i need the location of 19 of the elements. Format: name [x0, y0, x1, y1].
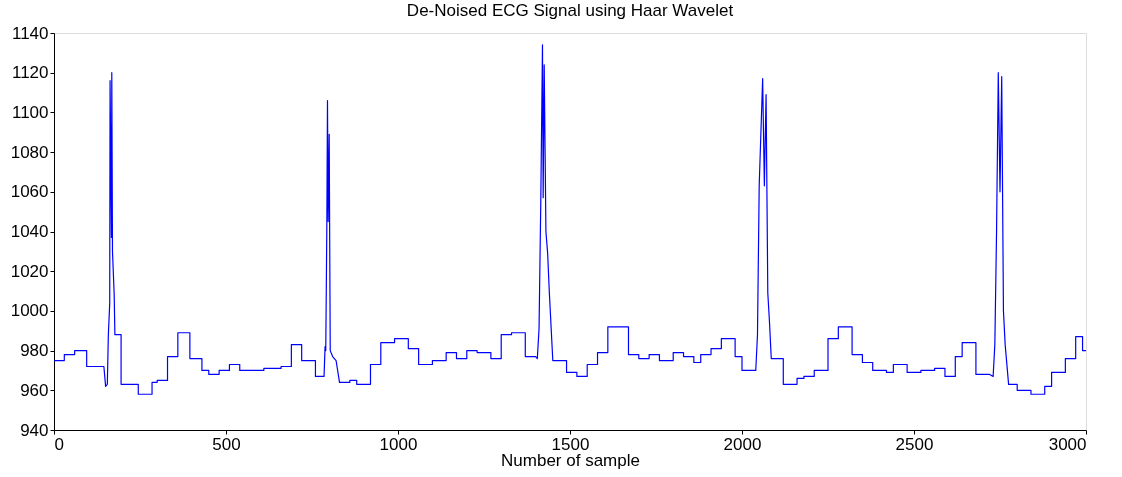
y-tick-label: 1100 [11, 102, 49, 122]
y-tick-label: 980 [20, 341, 49, 361]
y-tick-label: 1000 [10, 301, 49, 321]
x-tick-label: 2500 [895, 434, 934, 454]
y-tick-label: 1120 [11, 63, 49, 83]
y-tick-label: 960 [20, 380, 49, 400]
y-tick-label: 1040 [10, 222, 49, 241]
x-tick-label: 1000 [379, 434, 418, 454]
y-tick-label: 1140 [11, 23, 49, 43]
x-tick-label: 3000 [1048, 434, 1087, 454]
y-tick-label: 1080 [10, 142, 49, 162]
y-tick-label: 1060 [10, 182, 49, 202]
y-tick-label: 1020 [10, 261, 49, 281]
chart-title: De-Noised ECG Signal using Haar Wavelet [406, 1, 734, 20]
line-series [53, 44, 1087, 395]
x-tick-label: 2000 [723, 434, 762, 454]
y-tick-label: 940 [20, 420, 49, 440]
x-tick-label: 500 [212, 434, 241, 454]
x-tick-label: 0 [54, 434, 64, 454]
